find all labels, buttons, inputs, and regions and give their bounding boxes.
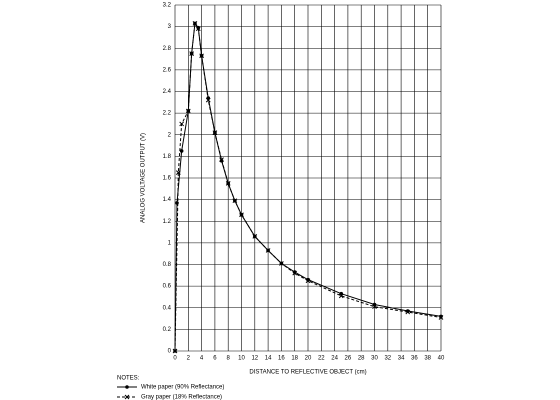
- point: [179, 149, 184, 153]
- point: [438, 315, 444, 320]
- x-tick-label: 14: [265, 356, 272, 362]
- legend-marker: [124, 394, 130, 400]
- point: [265, 248, 271, 253]
- y-tick-label: 2.4: [163, 89, 172, 95]
- x-tick-label: 30: [371, 356, 378, 362]
- point: [196, 25, 201, 30]
- point: [305, 278, 311, 284]
- point: [219, 157, 224, 162]
- x-tick-label: 32: [384, 356, 391, 362]
- point: [372, 304, 377, 310]
- y-tick-label: 3.2: [163, 3, 172, 9]
- point: [185, 108, 191, 114]
- notes-title: NOTES:: [117, 376, 140, 382]
- point: [189, 51, 194, 57]
- point: [172, 348, 178, 354]
- x-tick-label: 4: [200, 356, 204, 362]
- x-tick-label: 0: [173, 356, 177, 362]
- point: [175, 170, 181, 175]
- legend-marker: [125, 385, 129, 389]
- x-tick-label: 10: [238, 356, 245, 362]
- point: [338, 293, 344, 299]
- x-tick-label: 34: [398, 356, 405, 362]
- legend-label: White paper (90% Reflectance): [141, 385, 224, 391]
- x-tick-label: 38: [424, 356, 431, 362]
- x-axis-label: DISTANCE TO REFLECTIVE OBJECT (cm): [249, 370, 366, 376]
- y-tick-label: 0: [168, 349, 172, 355]
- y-tick-label: 1.4: [163, 197, 172, 203]
- point: [292, 270, 298, 276]
- y-tick-label: 1.6: [163, 176, 172, 182]
- y-tick-label: 1.8: [163, 154, 172, 160]
- x-tick-label: 24: [331, 356, 338, 362]
- point: [192, 21, 198, 26]
- point: [232, 198, 238, 204]
- x-tick-label: 36: [411, 356, 418, 362]
- point: [199, 53, 204, 59]
- y-tick-label: 0.6: [163, 284, 172, 290]
- point: [175, 201, 179, 205]
- point: [252, 234, 258, 239]
- x-tick-label: 18: [291, 356, 298, 362]
- y-tick-label: 3: [168, 24, 172, 30]
- legend-label: Gray paper (18% Reflectance): [141, 395, 222, 400]
- point: [195, 26, 201, 32]
- y-tick-label: 0.8: [163, 262, 172, 268]
- y-tick-label: 0.4: [163, 305, 172, 311]
- y-tick-label: 2.8: [163, 46, 172, 52]
- point: [239, 212, 244, 218]
- y-tick-label: 2.6: [163, 67, 172, 73]
- y-tick-label: 1.2: [163, 219, 172, 225]
- x-tick-label: 20: [305, 356, 312, 362]
- x-tick-label: 26: [345, 356, 352, 362]
- y-tick-label: 2.2: [163, 111, 172, 117]
- x-tick-label: 22: [318, 356, 325, 362]
- point: [179, 121, 185, 127]
- x-tick-label: 6: [213, 356, 217, 362]
- x-tick-label: 12: [251, 356, 258, 362]
- series-line: [174, 21, 442, 352]
- point: [212, 130, 218, 135]
- x-tick-label: 2: [187, 356, 191, 362]
- x-tick-label: 8: [227, 356, 231, 362]
- point: [405, 309, 411, 315]
- point: [279, 261, 284, 266]
- x-tick-label: 40: [438, 356, 445, 362]
- point: [225, 181, 231, 186]
- x-tick-label: 28: [358, 356, 365, 362]
- x-tick-label: 16: [278, 356, 285, 362]
- y-axis-label: ANALOG VOLTAGE OUTPUT (V): [141, 133, 147, 223]
- y-tick-label: 0.2: [163, 327, 172, 333]
- point: [205, 97, 211, 103]
- y-tick-label: 2: [168, 132, 172, 138]
- y-tick-label: 1: [168, 240, 172, 246]
